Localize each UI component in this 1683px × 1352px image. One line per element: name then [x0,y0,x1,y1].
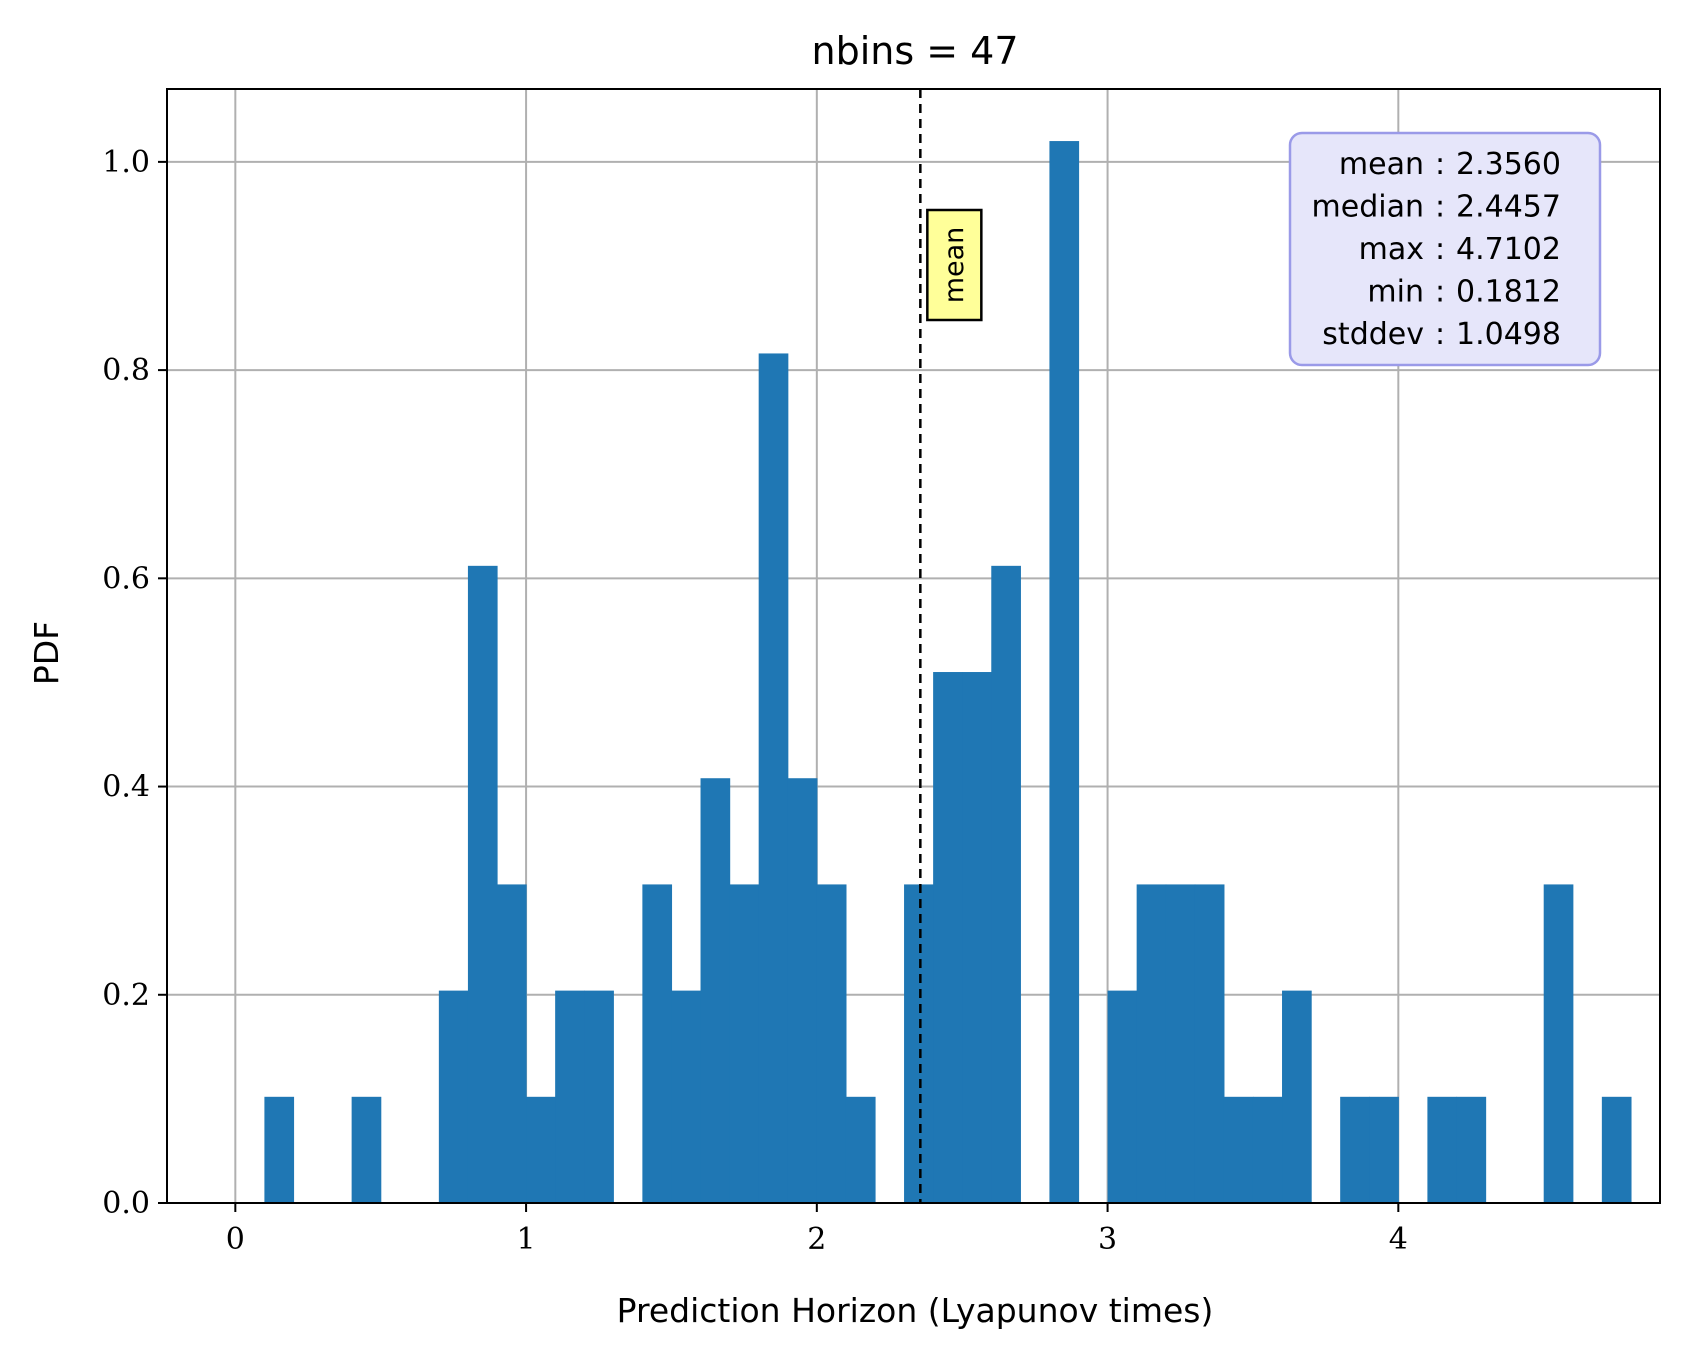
stats-row-colon: : [1435,190,1445,225]
stats-row-name: mean [1339,147,1424,182]
stats-box: mean:2.3560median:2.4457max:4.7102min:0.… [1288,131,1602,367]
x-tick-label: 3 [1098,1222,1117,1257]
histogram-bar [816,884,847,1203]
histogram-bar [1136,884,1167,1203]
stats-row-name: median [1312,190,1424,225]
x-tick-label: 1 [517,1222,536,1257]
histogram-bar [467,565,498,1203]
histogram-bar [642,884,673,1203]
histogram-bar [264,1096,295,1203]
chart-title: nbins = 47 [812,29,1019,73]
axis-ticks: 0 1 2 3 4 0.0 0.2 0.4 0.6 0.8 1.0 [102,145,1408,1257]
histogram-bar [1282,990,1312,1203]
y-tick-label: 0.2 [102,978,150,1013]
histogram-bar [845,1096,876,1203]
stats-box-background [1288,131,1602,367]
histogram-bar [1369,1096,1399,1203]
histogram-bar [526,1096,556,1203]
histogram-bar [729,884,760,1203]
x-tick-label: 0 [226,1222,245,1257]
stats-row-value: 0.1812 [1456,275,1561,310]
x-tick-label: 2 [807,1222,826,1257]
stats-row-value: 2.3560 [1456,147,1561,182]
histogram-bar [438,990,469,1203]
histogram-bar [991,565,1021,1203]
histogram-bar [1252,1096,1283,1203]
histogram-bar [787,778,818,1203]
x-tick-label: 4 [1389,1222,1408,1257]
histogram-bar [1165,884,1196,1203]
plot-frame [166,88,1661,1204]
stats-row-colon: : [1435,275,1445,310]
mean-label-background [926,208,983,322]
y-tick-label: 0.0 [102,1186,150,1221]
stats-row-value: 1.0498 [1456,317,1561,352]
stats-row-colon: : [1435,232,1445,267]
histogram-bar [351,1096,382,1203]
histogram-bar [1049,141,1080,1204]
stats-row-name: max [1359,232,1424,267]
y-axis-label: PDF [27,621,66,685]
stats-row-value: 2.4457 [1456,190,1561,225]
mean-label-text: mean [939,227,970,304]
histogram-bar [1223,1096,1254,1203]
histogram-bar [1601,1096,1632,1203]
x-axis-label: Prediction Horizon (Lyapunov times) [617,1291,1214,1330]
histogram-bar [1107,990,1138,1203]
y-tick-label: 1.0 [102,145,150,180]
histogram-bar [933,672,963,1203]
stats-row-name: stddev [1322,317,1424,352]
histogram-bar [1543,884,1574,1203]
stats-row-name: min [1367,275,1424,310]
stats-row-colon: : [1435,147,1445,182]
histogram-bar [700,778,731,1203]
y-tick-label: 0.4 [102,770,150,805]
y-tick-label: 0.6 [102,561,150,596]
histogram-bar [1340,1096,1370,1203]
histogram-bar [497,884,527,1203]
stats-row-colon: : [1435,317,1445,352]
stats-row-value: 4.7102 [1456,232,1561,267]
histogram-bar [555,990,585,1203]
histogram-bar [584,990,614,1203]
histogram-bar [1456,1096,1487,1203]
histogram-bar [758,353,789,1204]
histogram-bar [671,990,702,1203]
histogram-bar [1427,1096,1458,1203]
histogram-bars [264,141,1632,1204]
histogram-bar [1194,884,1225,1203]
histogram-bar [904,884,934,1203]
y-tick-label: 0.8 [102,353,150,388]
mean-label-box: mean [926,208,983,322]
histogram-bar [962,672,992,1203]
